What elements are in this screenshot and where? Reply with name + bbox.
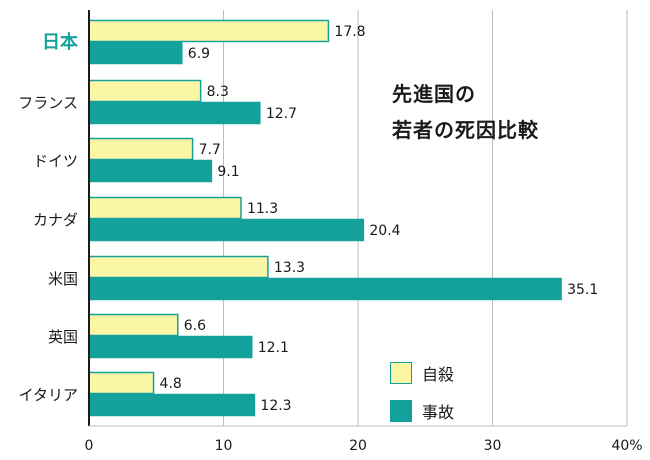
legend-item-accident: 事故 — [390, 398, 454, 424]
data-label: 6.6 — [184, 318, 206, 334]
legend-label-suicide: 自殺 — [422, 365, 455, 384]
bar — [88, 313, 179, 337]
data-label: 17.8 — [334, 24, 365, 40]
legend-swatch-accident — [390, 400, 412, 422]
data-label: 12.7 — [266, 106, 297, 122]
data-label: 4.8 — [160, 376, 182, 392]
bar — [88, 196, 242, 220]
data-label: 35.1 — [567, 282, 598, 298]
chart-title-line-1: 先進国の — [392, 82, 476, 106]
category-label: 日本 — [42, 31, 78, 53]
chart-title-line-2: 若者の死因比較 — [392, 118, 539, 142]
bar — [88, 19, 330, 43]
bar — [88, 101, 261, 125]
data-label: 12.3 — [260, 398, 291, 414]
x-tick-label: 40% — [611, 438, 642, 454]
data-label: 11.3 — [247, 201, 278, 217]
bar — [88, 277, 562, 301]
legend-swatch-suicide — [390, 362, 412, 384]
bar — [88, 79, 202, 103]
x-tick-label: 0 — [85, 438, 94, 454]
data-label: 13.3 — [274, 260, 305, 276]
bar — [88, 218, 365, 242]
x-tick-label: 20 — [349, 438, 367, 454]
bar — [88, 41, 183, 65]
data-label: 20.4 — [369, 223, 400, 239]
legend-item-suicide: 自殺 — [390, 360, 454, 386]
data-label: 9.1 — [217, 164, 239, 180]
category-label: イタリア — [19, 386, 78, 404]
bar — [88, 255, 269, 279]
bar — [88, 393, 256, 417]
legend: 自殺 事故 — [390, 360, 454, 436]
bar — [88, 159, 213, 183]
category-label: ドイツ — [33, 152, 78, 170]
category-label: 英国 — [48, 328, 78, 346]
data-label: 8.3 — [207, 84, 229, 100]
category-label: 米国 — [48, 270, 78, 288]
x-tick-label: 10 — [215, 438, 233, 454]
data-label: 12.1 — [258, 340, 289, 356]
bar — [88, 137, 194, 161]
data-label: 7.7 — [199, 142, 221, 158]
x-tick-label: 30 — [484, 438, 502, 454]
bar — [88, 335, 253, 359]
bar — [88, 371, 155, 395]
legend-label-accident: 事故 — [422, 403, 455, 422]
data-label: 6.9 — [188, 46, 210, 62]
category-label: カナダ — [33, 211, 78, 229]
chart-title: 先進国の 若者の死因比較 — [392, 76, 539, 148]
category-label: フランス — [18, 94, 78, 112]
